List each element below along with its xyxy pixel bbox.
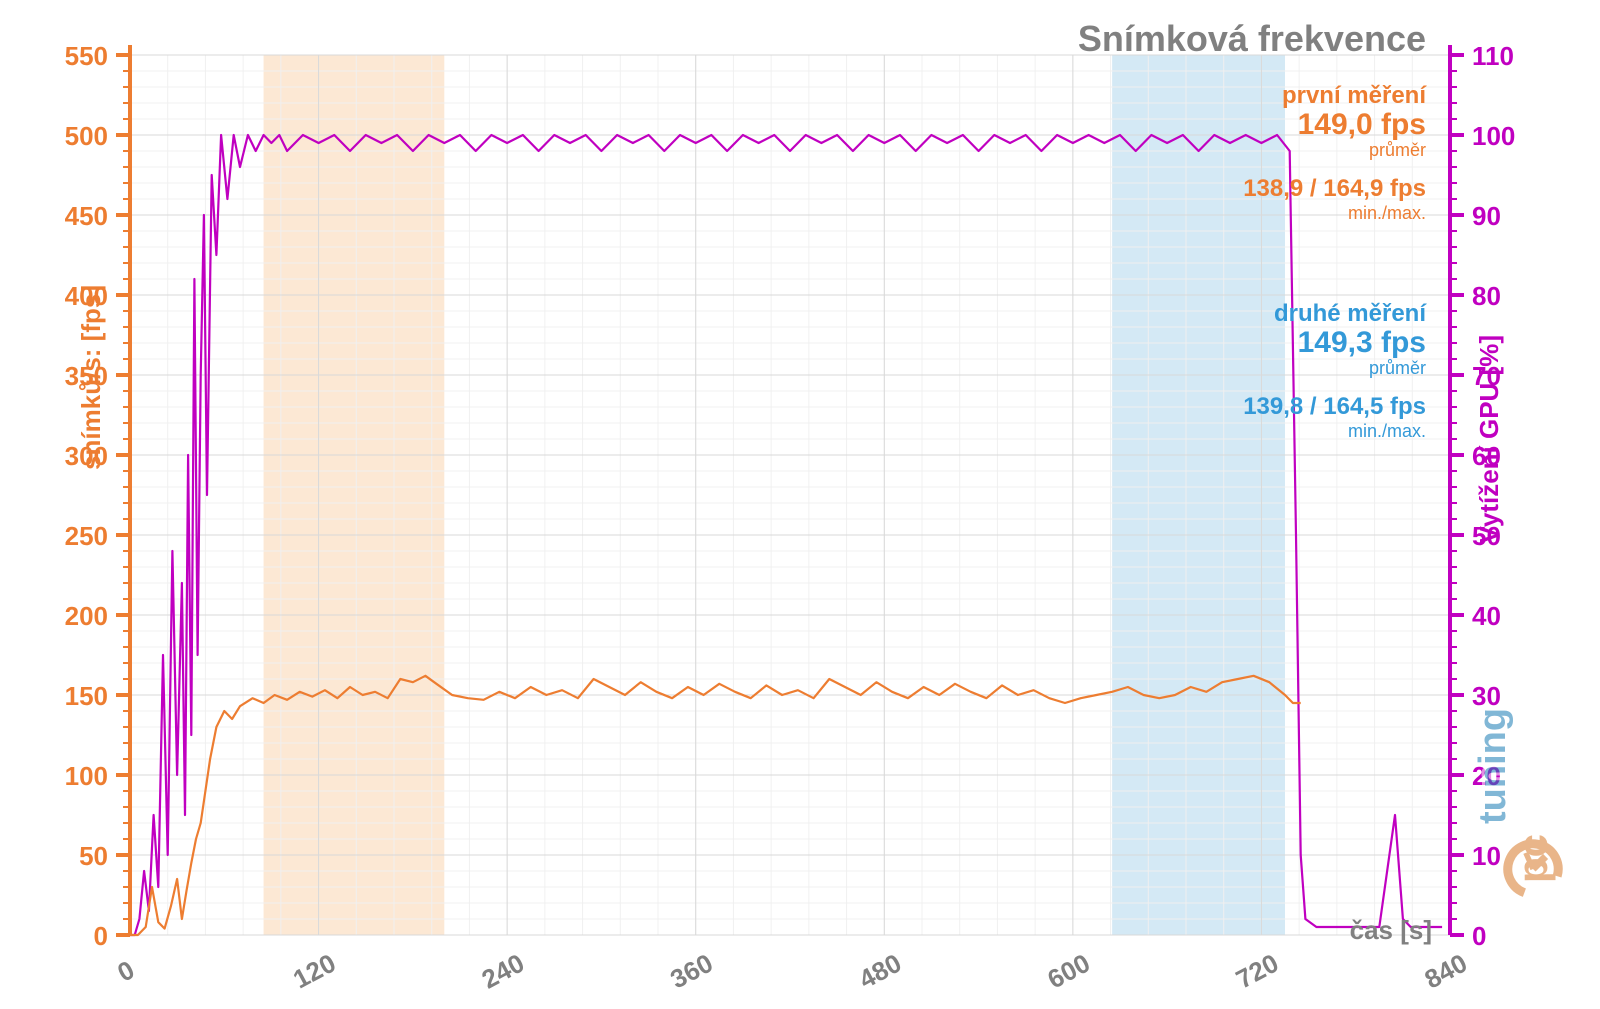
- legend-run1-avg-label: průměr: [1243, 140, 1426, 161]
- svg-text:720: 720: [1231, 948, 1283, 995]
- watermark-top: tuning: [1472, 708, 1514, 824]
- svg-text:250: 250: [65, 521, 108, 551]
- svg-text:480: 480: [854, 948, 906, 995]
- svg-text:500: 500: [65, 121, 108, 151]
- legend-run2-range-label: min./max.: [1243, 421, 1426, 442]
- legend-run1: první měření 149,0 fps průměr 138,9 / 16…: [1243, 82, 1426, 224]
- svg-text:Vytížení GPU [%]: Vytížení GPU [%]: [1474, 335, 1504, 544]
- svg-text:450: 450: [65, 201, 108, 231]
- legend-run2-avg: 149,3 fps: [1243, 328, 1426, 358]
- svg-text:100: 100: [65, 761, 108, 791]
- svg-text:200: 200: [65, 601, 108, 631]
- legend-run2-title: druhé měření: [1243, 300, 1426, 328]
- legend-run2-range: 139,8 / 164,5 fps: [1243, 393, 1426, 421]
- svg-text:0: 0: [94, 921, 108, 951]
- svg-text:snímků/s: [fps]: snímků/s: [fps]: [76, 285, 106, 470]
- svg-text:150: 150: [65, 681, 108, 711]
- legend-run2: druhé měření 149,3 fps průměr 139,8 / 16…: [1243, 300, 1426, 442]
- svg-text:110: 110: [1472, 41, 1514, 71]
- legend-run1-title: první měření: [1243, 82, 1426, 110]
- svg-text:100: 100: [1472, 121, 1515, 151]
- legend-run2-avg-label: průměr: [1243, 358, 1426, 379]
- svg-text:240: 240: [477, 948, 529, 995]
- svg-text:550: 550: [65, 41, 108, 71]
- legend-run1-avg: 149,0 fps: [1243, 110, 1426, 140]
- svg-text:840: 840: [1420, 948, 1472, 995]
- legend-run1-range-label: min./max.: [1243, 203, 1426, 224]
- svg-text:80: 80: [1472, 281, 1501, 311]
- svg-text:90: 90: [1472, 201, 1501, 231]
- svg-text:600: 600: [1042, 948, 1094, 995]
- svg-text:0: 0: [112, 954, 139, 987]
- chart-container: 0501001502002503003504004505005500102030…: [0, 0, 1600, 1009]
- watermark-logo: tuning pc: [1460, 609, 1570, 939]
- svg-text:360: 360: [665, 948, 717, 995]
- svg-text:120: 120: [288, 948, 340, 995]
- svg-text:50: 50: [79, 841, 108, 871]
- legend-run1-range: 138,9 / 164,9 fps: [1243, 175, 1426, 203]
- chart-title: Snímková frekvence: [1078, 18, 1426, 60]
- svg-text:čas [s]: čas [s]: [1350, 915, 1432, 945]
